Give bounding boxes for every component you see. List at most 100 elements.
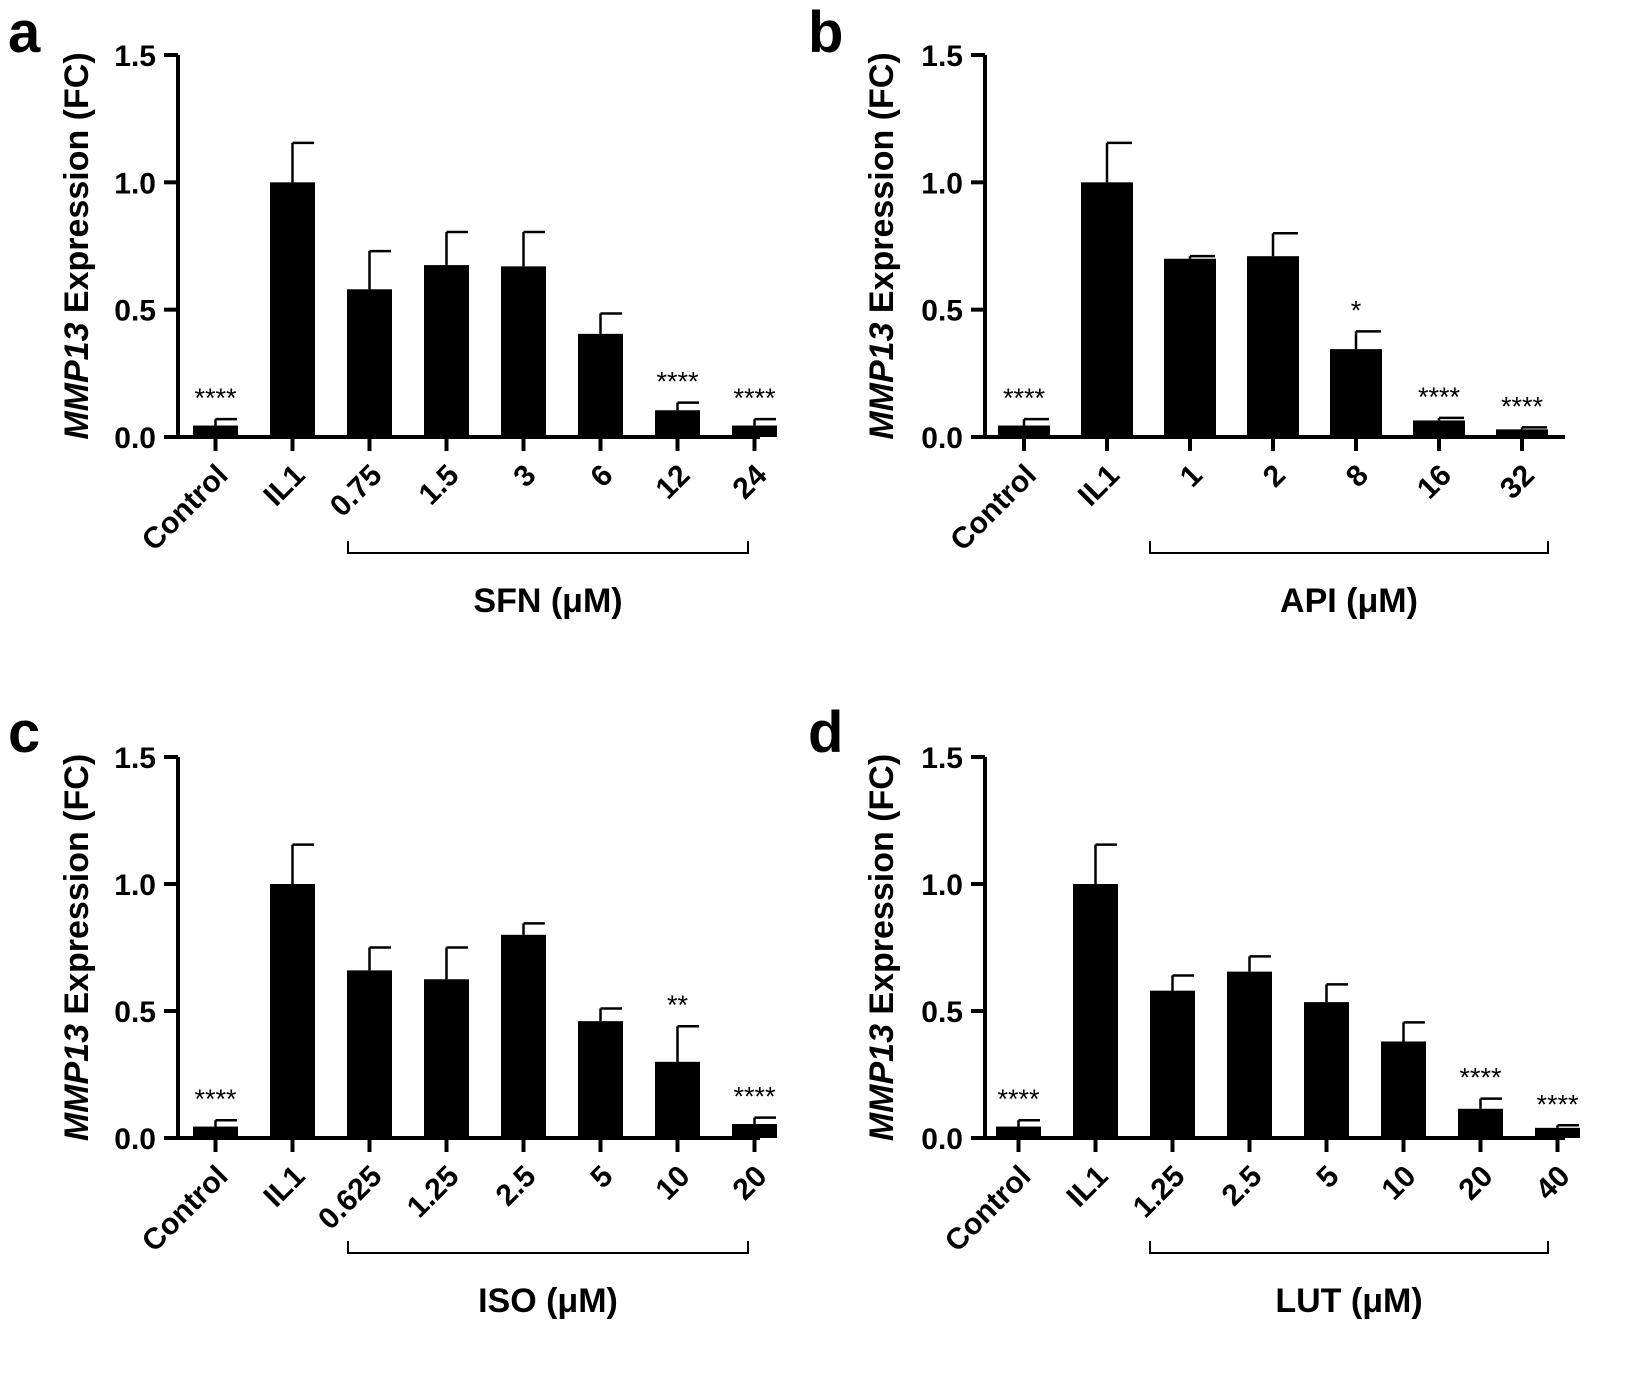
bar (193, 1126, 238, 1138)
y-axis-label: MMP13 Expression (FC) (863, 52, 901, 439)
category-label: 0.625 (312, 1160, 388, 1236)
category-label: 40 (1530, 1160, 1577, 1207)
bar (1496, 429, 1548, 437)
y-axis-label-text: Expression (FC) (863, 754, 901, 1024)
category-label: 10 (650, 1160, 697, 1207)
y-tick-label: 1.0 (921, 869, 963, 902)
y-tick-label: 0.0 (114, 422, 156, 455)
category-label: 6 (584, 459, 619, 494)
y-axis-label: MMP13 Expression (FC) (58, 52, 96, 439)
group-label: API (μM) (1280, 582, 1418, 620)
y-tick-label: 1.5 (921, 40, 963, 73)
y-axis-label-gene: MMP13 (863, 322, 901, 439)
bar (578, 1021, 623, 1138)
bar (578, 333, 623, 437)
category-label: 3 (507, 459, 542, 494)
y-tick-label: 1.5 (921, 742, 963, 775)
y-tick-label: 0.5 (921, 996, 963, 1029)
bar (193, 425, 238, 437)
bar (501, 934, 546, 1138)
category-label: 32 (1494, 459, 1541, 506)
panel-d: d 0.0 0.5 1.0 1.5 MMP13 Expression (FC) **** Co… (808, 700, 1580, 1320)
significance-label: **** (997, 1084, 1040, 1114)
bar (732, 425, 777, 437)
y-axis-label-text: Expression (FC) (863, 52, 901, 322)
bar (1247, 256, 1299, 437)
bar (1413, 420, 1465, 437)
category-label: Control (136, 1160, 235, 1259)
y-tick-label: 0.5 (114, 295, 156, 328)
group-bracket (1149, 541, 1549, 554)
bar (1150, 990, 1195, 1138)
group-bracket (1149, 1241, 1549, 1254)
bar (1304, 1002, 1349, 1138)
bar (1081, 182, 1133, 437)
significance-label: **** (1536, 1089, 1579, 1119)
category-label: 5 (584, 1160, 619, 1195)
category-label: 0.75 (324, 459, 389, 524)
significance-label: **** (733, 383, 776, 413)
significance-label: **** (194, 1084, 237, 1114)
panel-letter: b (808, 0, 843, 65)
panel-b: b 0.0 0.5 1.0 1.5 MMP13 Expression (FC) **** Co… (808, 0, 1565, 620)
category-label: 8 (1340, 459, 1375, 494)
group-label: SFN (μM) (473, 582, 622, 620)
y-axis-label-gene: MMP13 (58, 1024, 96, 1141)
category-label: 2 (1257, 459, 1292, 494)
group-bracket (347, 1241, 749, 1254)
significance-label: **** (1501, 391, 1544, 421)
category-label: 1.5 (413, 459, 466, 512)
bar (501, 266, 546, 437)
y-tick-label: 1.0 (114, 167, 156, 200)
y-tick-label: 0.0 (921, 1123, 963, 1156)
bar (655, 410, 700, 437)
y-tick-label: 0.5 (921, 295, 963, 328)
significance-label: **** (1459, 1063, 1502, 1093)
significance-label: **** (656, 367, 699, 397)
category-label: IL1 (1072, 459, 1126, 513)
category-label: 2.5 (1216, 1160, 1269, 1213)
category-label: Control (939, 1160, 1038, 1259)
bar (996, 1126, 1041, 1138)
y-axis-label: MMP13 Expression (FC) (58, 754, 96, 1141)
category-label: Control (944, 459, 1043, 558)
group-label: ISO (μM) (478, 1282, 618, 1320)
bar (1227, 971, 1272, 1138)
y-axis-label-gene: MMP13 (58, 322, 96, 439)
panel-letter: c (8, 700, 40, 765)
y-axis-label-text: Expression (FC) (58, 754, 96, 1024)
y-tick-label: 1.5 (114, 742, 156, 775)
bar (1458, 1108, 1503, 1138)
bar (1381, 1041, 1426, 1138)
group-label: LUT (μM) (1275, 1282, 1422, 1320)
category-label: IL1 (257, 459, 311, 513)
significance-label: **** (1418, 382, 1461, 412)
panel-a: a 0.0 0.5 1.0 1.5 MMP13 Expression (FC) **** Co… (8, 0, 777, 620)
bar (270, 884, 315, 1138)
category-label: 1 (1174, 459, 1209, 494)
panel-letter: d (808, 700, 843, 765)
significance-label: * (1351, 295, 1362, 325)
significance-label: **** (733, 1082, 776, 1112)
y-tick-label: 1.0 (921, 167, 963, 200)
bar (732, 1124, 777, 1138)
bar (1330, 349, 1382, 437)
category-label: 12 (650, 459, 697, 506)
y-axis-label: MMP13 Expression (FC) (863, 754, 901, 1141)
y-axis-label-text: Expression (FC) (58, 52, 96, 322)
significance-label: **** (1003, 383, 1046, 413)
category-label: 1.25 (1127, 1160, 1192, 1225)
bar (1164, 258, 1216, 437)
category-label: 1.25 (401, 1160, 466, 1225)
significance-label: ** (667, 990, 689, 1020)
panel-c: c 0.0 0.5 1.0 1.5 MMP13 Expression (FC) **** Co… (8, 700, 777, 1320)
category-label: 24 (727, 458, 774, 505)
category-label: 20 (1453, 1160, 1500, 1207)
bar (270, 182, 315, 437)
bar (424, 979, 469, 1138)
bar (1535, 1127, 1580, 1138)
group-bracket (347, 541, 749, 554)
y-tick-label: 0.5 (114, 996, 156, 1029)
category-label: 20 (727, 1160, 774, 1207)
